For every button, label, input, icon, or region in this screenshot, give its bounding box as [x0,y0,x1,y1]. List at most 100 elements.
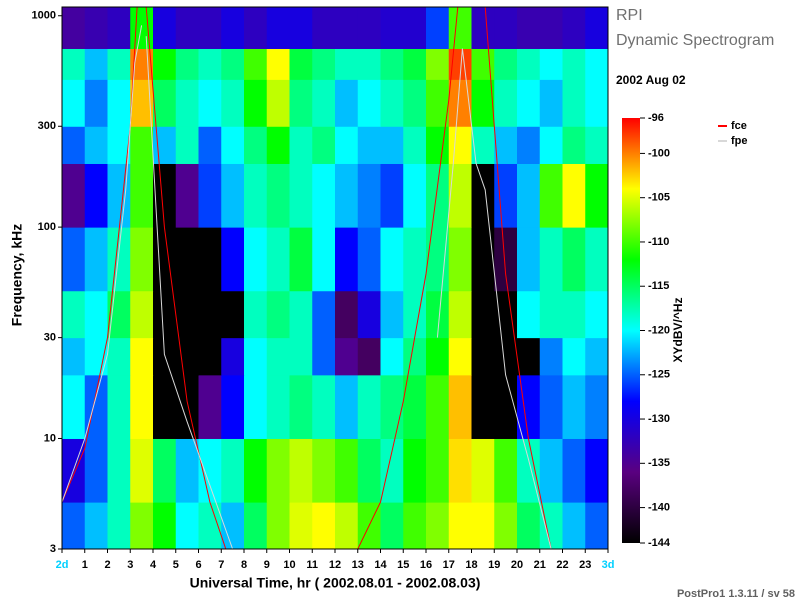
heat-cell [357,227,381,292]
colorbar-tick-label: -130 [648,413,670,425]
heat-cell [107,7,131,49]
heat-cell [244,163,268,228]
heat-cell [84,337,108,376]
heat-cell [175,48,199,80]
heat-cell [585,374,608,439]
heat-cell [426,163,450,228]
heat-cell [335,79,359,127]
heat-cell [84,79,108,127]
heat-cell [221,163,245,228]
heat-cell [175,79,199,127]
heat-cell [312,337,336,376]
heat-cell [175,227,199,292]
x-tick-label: 5 [173,559,179,571]
heat-cell [221,126,245,164]
heat-cell [585,438,608,503]
colorbar-tick-label: -125 [648,369,670,381]
heat-cell [380,374,404,439]
x-tick-label: 6 [195,559,201,571]
heat-cell [517,438,541,503]
y-tick-label: 30 [44,332,56,344]
heat-cell [471,7,495,49]
heat-cell [562,48,586,80]
heat-cell [448,48,472,80]
heat-cell [517,502,541,549]
heat-cell [221,502,245,549]
x-axis-label: Universal Time, hr ( 2002.08.01 - 2002.0… [190,575,481,591]
heat-cell [448,163,472,228]
heat-cell [221,48,245,80]
heat-cell [62,126,86,164]
heat-cell [289,290,313,339]
heat-cell [289,227,313,292]
heat-cell [130,374,154,439]
heat-cell [448,337,472,376]
heat-cell [448,374,472,439]
heat-cell [312,290,336,339]
heat-cell [198,48,222,80]
legend-label: fpe [731,135,748,147]
heat-cell [426,438,450,503]
x-tick-label: 9 [264,559,270,571]
heat-cell [471,163,495,228]
heat-cell [312,79,336,127]
heat-cell [471,79,495,127]
heat-cell [153,227,177,292]
heat-cell [403,502,427,549]
date-label: 2002 Aug 02 [616,73,686,87]
colorbar-tick-label: -105 [648,192,670,204]
heat-cell [357,337,381,376]
heat-cell [107,290,131,339]
heat-cell [130,7,154,49]
y-tick-label: 10 [44,432,56,444]
heat-cell [494,438,518,503]
heat-cell [585,290,608,339]
heat-cell [198,502,222,549]
frequency-line [62,7,552,549]
heat-cell [426,374,450,439]
heat-cell [380,502,404,549]
heat-cell [221,79,245,127]
x-tick-label: 2 [104,559,110,571]
heat-cell [130,126,154,164]
x-tick-label: 15 [397,559,409,571]
heat-cell [84,163,108,228]
heat-cell [198,374,222,439]
heat-cell [221,337,245,376]
spectrogram [62,7,608,549]
heat-cell [312,438,336,503]
heat-cell [494,502,518,549]
heat-cell [84,502,108,549]
heat-cell [335,163,359,228]
heat-cell [517,290,541,339]
y-tick-label: 1000 [32,10,56,22]
heat-cell [335,126,359,164]
heat-cell [539,502,563,549]
heat-cell [244,79,268,127]
heat-cell [539,290,563,339]
x-tick-label: 21 [534,559,546,571]
x-tick-label: 22 [556,559,568,571]
heat-cell [585,227,608,292]
chart-title: RPI [616,7,643,24]
heat-cell [585,337,608,376]
heat-cell [517,227,541,292]
heat-cell [107,227,131,292]
heat-cell [289,79,313,127]
heat-cell [403,126,427,164]
heat-cell [175,337,199,376]
heat-cell [380,290,404,339]
heat-cell [289,126,313,164]
heat-cell [448,438,472,503]
x-tick-label: 3d [602,559,615,571]
heat-cell [380,337,404,376]
heat-cell [585,126,608,164]
heat-cell [471,502,495,549]
plasma-lines [62,7,552,549]
heat-cell [312,7,336,49]
heat-cell [380,7,404,49]
heat-cell [244,374,268,439]
heat-cell [471,337,495,376]
heat-cell [84,290,108,339]
heat-cell [426,79,450,127]
